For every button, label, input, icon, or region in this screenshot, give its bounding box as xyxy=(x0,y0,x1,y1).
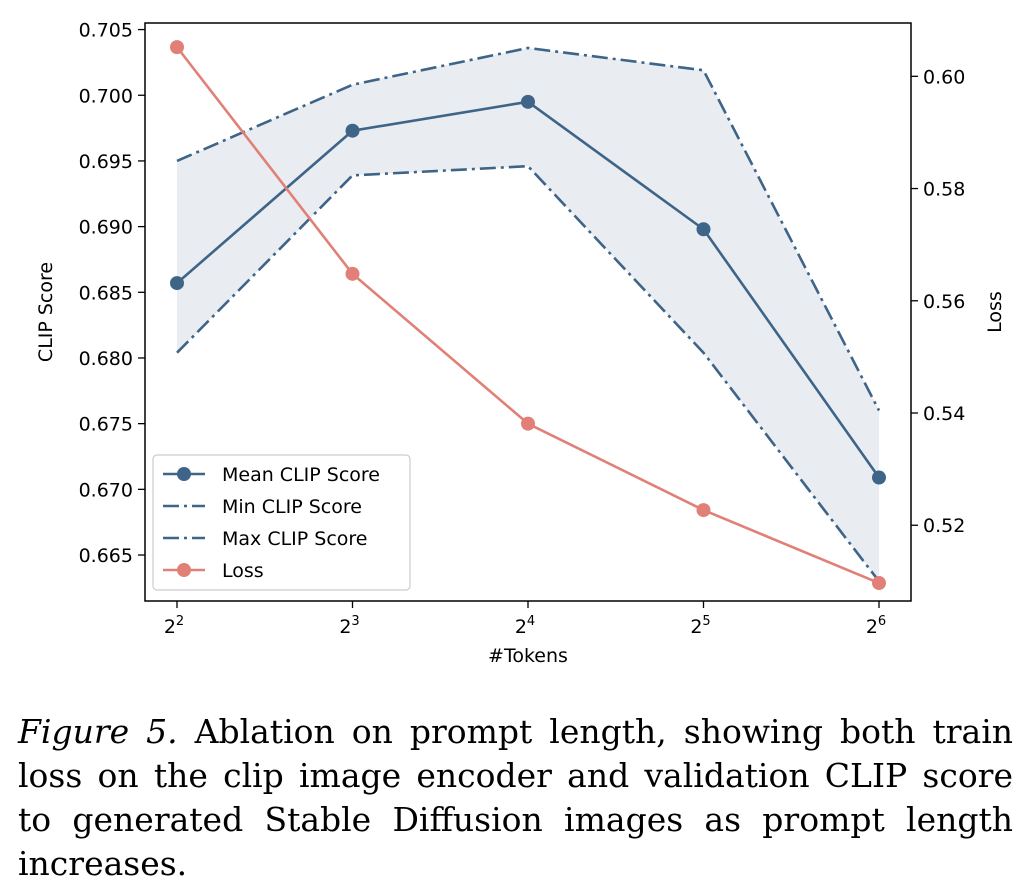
x-axis-title: #Tokens xyxy=(488,645,568,667)
right-tick-label: 0.56 xyxy=(923,291,965,313)
legend-item-min-clip-score: Min CLIP Score xyxy=(163,496,362,518)
series-layer xyxy=(170,40,886,591)
x-tick-label: 23 xyxy=(339,614,359,638)
x-tick-label: 26 xyxy=(866,614,886,638)
x-axis: 22 23 24 25 26 xyxy=(164,601,886,638)
chart: 0.665 0.670 0.675 0.680 0.685 0.690 0.695 0.700… xyxy=(35,20,1006,667)
min-max-band xyxy=(177,47,879,582)
point-loss-1 xyxy=(345,266,360,281)
left-tick-label: 0.700 xyxy=(79,85,133,107)
right-axis-title: Loss xyxy=(984,291,1006,333)
legend-marker xyxy=(177,563,191,577)
legend-label: Loss xyxy=(222,560,264,582)
left-tick-label: 0.695 xyxy=(79,151,133,173)
right-tick-label: 0.52 xyxy=(923,515,965,537)
legend-label: Mean CLIP Score xyxy=(222,464,380,486)
x-tick-label: 22 xyxy=(164,614,184,638)
figure-label: Figure 5. xyxy=(18,712,178,751)
left-y-axis: 0.665 0.670 0.675 0.680 0.685 0.690 0.695 0.700… xyxy=(79,20,145,567)
left-tick-label: 0.690 xyxy=(79,217,133,239)
left-tick-label: 0.665 xyxy=(79,545,133,567)
point-loss-4 xyxy=(872,576,886,591)
x-tick-label: 25 xyxy=(690,614,710,638)
right-tick-label: 0.54 xyxy=(923,403,965,425)
left-tick-label: 0.685 xyxy=(79,282,133,304)
point-mean-clip-score-1 xyxy=(345,123,360,138)
point-mean-clip-score-2 xyxy=(521,94,535,109)
series-min-clip-score xyxy=(176,164,881,583)
point-mean-clip-score-4 xyxy=(872,470,886,485)
legend-label: Min CLIP Score xyxy=(222,496,362,518)
legend-item-loss: Loss xyxy=(163,560,264,582)
right-y-axis: 0.52 0.54 0.56 0.58 0.60 xyxy=(911,66,965,537)
point-loss-3 xyxy=(696,503,711,518)
point-mean-clip-score-0 xyxy=(170,276,184,291)
band-fill xyxy=(177,47,879,582)
x-tick-label: 24 xyxy=(515,614,535,638)
legend-item-max-clip-score: Max CLIP Score xyxy=(163,528,368,550)
line-max-clip-score xyxy=(176,46,881,412)
right-tick-label: 0.60 xyxy=(923,66,965,88)
legend: Mean CLIP Score Min CLIP Score Max CLIP Sc… xyxy=(152,454,411,591)
left-tick-label: 0.675 xyxy=(79,414,133,436)
point-mean-clip-score-3 xyxy=(696,222,711,237)
point-loss-2 xyxy=(521,416,535,431)
line-min-clip-score xyxy=(176,164,881,583)
series-mean-clip-score xyxy=(170,94,886,485)
series-loss xyxy=(170,40,886,591)
series-max-clip-score xyxy=(176,46,881,412)
legend-item-mean-clip-score: Mean CLIP Score xyxy=(163,464,380,486)
left-axis-title: CLIP Score xyxy=(35,262,57,362)
left-tick-label: 0.680 xyxy=(79,348,133,370)
legend-box xyxy=(152,454,411,591)
legend-marker xyxy=(177,467,191,481)
caption-text: Ablation on prompt length, showing both … xyxy=(18,712,1014,883)
legend-label: Max CLIP Score xyxy=(222,528,368,550)
right-tick-label: 0.58 xyxy=(923,179,965,201)
left-tick-label: 0.670 xyxy=(79,479,133,501)
point-loss-0 xyxy=(170,40,184,55)
left-tick-label: 0.705 xyxy=(79,20,133,42)
figure-caption: Figure 5. Ablation on prompt length, sho… xyxy=(18,710,1013,886)
